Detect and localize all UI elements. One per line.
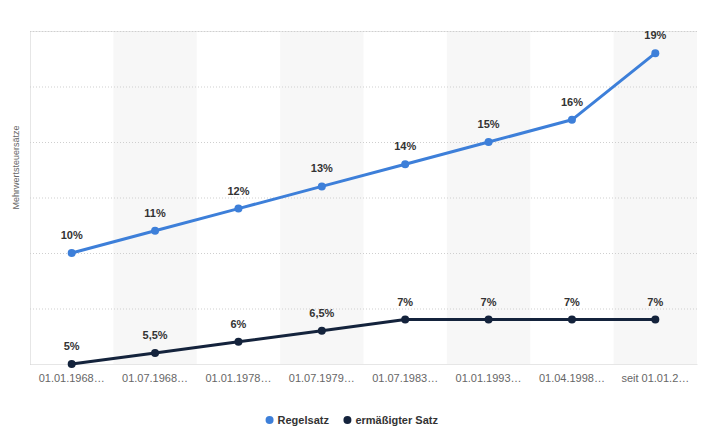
y-tick — [30, 198, 697, 199]
legend: Regelsatz ermäßigter Satz — [266, 414, 439, 426]
data-label: 5% — [64, 340, 80, 352]
x-tick: 01.04.1998… — [539, 364, 605, 384]
legend-label: ermäßigter Satz — [355, 414, 438, 426]
y-tick — [30, 142, 697, 143]
y-tick — [30, 309, 697, 310]
series-marker — [68, 360, 76, 368]
series-marker — [68, 249, 76, 257]
grid-line — [30, 142, 697, 143]
x-tick-label: 01.01.1978… — [205, 372, 271, 384]
series-line — [72, 53, 656, 253]
x-tick: 01.07.1979… — [289, 364, 355, 384]
x-tick-label: 01.01.1993… — [456, 372, 522, 384]
grid-line — [30, 309, 697, 310]
y-tick — [30, 87, 697, 88]
y-tick — [30, 253, 697, 254]
y-tick — [30, 31, 697, 32]
x-tick: 01.07.1983… — [372, 364, 438, 384]
x-tick-label: 01.07.1968… — [122, 372, 188, 384]
x-tick: 01.01.1978… — [205, 364, 271, 384]
data-label: 14% — [394, 140, 416, 152]
data-label: 12% — [227, 185, 249, 197]
chart-container: 01.01.1968… 01.07.1968… 01.01.1978… 01.07.1… — [0, 0, 704, 442]
series-line — [72, 320, 656, 364]
grid-line — [30, 253, 697, 254]
grid-line — [30, 87, 697, 88]
data-label: 7% — [481, 296, 497, 308]
data-label: 5,5% — [143, 329, 168, 341]
series-marker — [401, 316, 409, 324]
series-marker — [485, 138, 493, 146]
series-marker — [568, 116, 576, 124]
data-label: 7% — [397, 296, 413, 308]
data-label: 7% — [564, 296, 580, 308]
data-label: 10% — [61, 229, 83, 241]
series-marker — [568, 316, 576, 324]
x-axis: 01.01.1968… 01.07.1968… 01.01.1978… 01.07.1… — [31, 364, 698, 384]
x-tick-label: 01.07.1983… — [372, 372, 438, 384]
series-marker — [151, 227, 159, 235]
x-tick: 01.01.1993… — [456, 364, 522, 384]
data-label: 16% — [561, 96, 583, 108]
series-marker — [401, 160, 409, 168]
plot-area — [68, 49, 660, 368]
grid-line — [30, 198, 697, 199]
data-label: 11% — [144, 207, 166, 219]
y-axis-line — [31, 32, 698, 365]
legend-label: Regelsatz — [278, 414, 330, 426]
data-label: 19% — [644, 29, 666, 41]
series-marker — [318, 182, 326, 190]
data-label: 6% — [230, 318, 246, 330]
x-tick-label: 01.07.1979… — [289, 372, 355, 384]
series-marker — [651, 49, 659, 57]
data-label: 13% — [311, 162, 333, 174]
series-marker — [234, 338, 242, 346]
data-label: 15% — [478, 118, 500, 130]
y-axis — [30, 32, 697, 365]
x-tick: 01.07.1968… — [122, 364, 188, 384]
x-tick-label: seit 01.01.2… — [621, 372, 689, 384]
data-label: 7% — [647, 296, 663, 308]
legend-symbol — [266, 416, 274, 424]
x-axis-line — [31, 364, 698, 365]
legend-item: ermäßigter Satz — [343, 414, 438, 426]
grid-line — [30, 31, 697, 32]
grid-line — [30, 364, 697, 365]
series-marker — [234, 205, 242, 213]
series-marker — [651, 316, 659, 324]
y-axis-title: Mehrwertsteuersätze — [11, 125, 21, 209]
series-marker — [318, 327, 326, 335]
legend-item: Regelsatz — [266, 414, 330, 426]
band-background — [113, 31, 196, 364]
x-tick-label: 01.01.1968… — [39, 372, 105, 384]
y-tick — [30, 364, 697, 365]
data-label: 6,5% — [309, 307, 334, 319]
series-marker — [151, 349, 159, 357]
series-marker — [485, 316, 493, 324]
data-labels: 10% 11% 12% 13% 14% 15% 16% 19% 5% 5,5% 6% 6,5% 7% 7%… — [61, 29, 667, 352]
x-tick-label: 01.04.1998… — [539, 372, 605, 384]
x-tick: seit 01.01.2… — [621, 364, 689, 384]
chart-svg: 01.01.1968… 01.07.1968… 01.01.1978… 01.07.1… — [0, 0, 704, 442]
legend-symbol — [343, 416, 351, 424]
